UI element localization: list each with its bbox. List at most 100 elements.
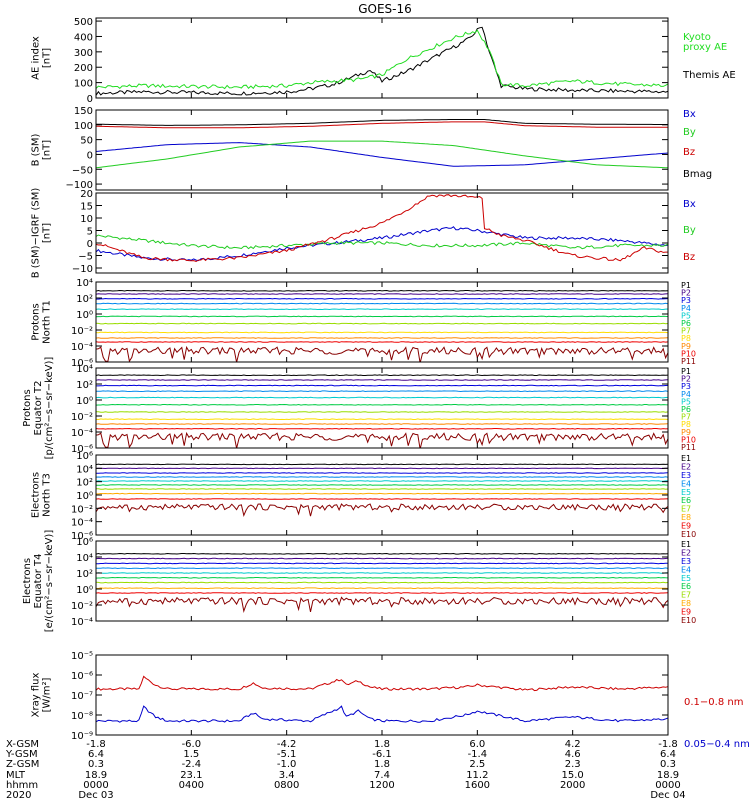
series-by [96, 140, 668, 169]
legend-entry: E5 [681, 488, 691, 497]
legend-entry: P8 [681, 334, 691, 343]
y-axis-label: [nT] [42, 223, 53, 243]
series-p6 [96, 403, 668, 406]
series-p1 [96, 374, 668, 377]
series-e1 [96, 552, 668, 555]
axis-value: 6.4 [660, 749, 676, 760]
axis-value: 11.2 [466, 770, 488, 781]
legend-entry: E4 [681, 565, 691, 574]
series-p5 [96, 396, 668, 399]
series-bmag [96, 119, 668, 126]
y-tick-label: 10⁰ [76, 396, 93, 407]
y-axis-label: Electrons [22, 558, 33, 604]
legend-entry: P1 [681, 367, 691, 376]
legend-entry: E9 [681, 608, 691, 617]
axis-value: 1.8 [374, 759, 390, 770]
y-tick-label: 200 [74, 63, 93, 74]
row-label: X-GSM [6, 739, 39, 750]
series-p3 [96, 297, 668, 300]
y-tick-label: 10⁴ [76, 278, 93, 289]
legend-entry: E2 [681, 462, 691, 471]
legend-entry: P11 [681, 357, 696, 366]
series-p6 [96, 315, 668, 318]
panel-xray: 10⁻⁹ 10⁻⁸ 10⁻⁷ 10⁻⁶ 10⁻⁵ Xray flux [W/m²] 0.1−0… [31, 651, 750, 750]
y-tick-label: 10⁻⁶ [71, 444, 93, 455]
y-tick-label: 10⁻⁶ [71, 358, 93, 369]
series-e5 [96, 572, 668, 574]
y-axis-label: AE index [31, 36, 42, 80]
y-tick-label: 100 [74, 79, 93, 90]
legend-entry: P9 [681, 342, 691, 351]
y-axis-label: Protons [22, 389, 33, 426]
y-tick-label: 0 [87, 94, 93, 105]
axis-value: -6.0 [182, 739, 202, 750]
legend-entry: E8 [681, 513, 691, 522]
series-p11 [96, 431, 668, 448]
y-axis-label: Xray flux [31, 673, 42, 718]
legend-entry: P7 [681, 413, 691, 422]
legend-entry: E2 [681, 548, 691, 557]
legend-entry: P3 [681, 296, 691, 305]
y-axis-label: [W/m²] [42, 677, 53, 712]
axis-value: -4.2 [277, 739, 297, 750]
legend: 0.1−0.8 nm 0.05−0.4 nm [684, 697, 750, 750]
legend-entry: P5 [681, 311, 691, 320]
series-p4 [96, 390, 668, 393]
axis-value: -1.4 [468, 749, 488, 760]
series-e1 [96, 463, 668, 466]
series-e6 [96, 576, 668, 579]
y-tick-label: 10² [76, 569, 93, 580]
legend-entry: P9 [681, 428, 691, 437]
legend-entry: Bmag [683, 169, 712, 180]
series-by [96, 234, 668, 250]
y-tick-label: 500 [74, 17, 93, 28]
legend-entry: P10 [681, 435, 696, 444]
series-themis-ae [96, 26, 668, 96]
series-group [96, 374, 668, 448]
axis-value: 1.5 [183, 749, 199, 760]
axis-value: 1.8 [374, 739, 390, 750]
axis-value: Dec 04 [650, 790, 685, 800]
series-p10 [96, 427, 668, 430]
legend-entry: E3 [681, 471, 691, 480]
y-tick-label: −10 [72, 264, 93, 275]
legend-entry: E6 [681, 582, 691, 591]
legend-entry: P6 [681, 405, 691, 414]
series-e7 [96, 488, 668, 490]
y-tick-label: 400 [74, 32, 93, 43]
panel-elec_n: 10⁻⁶ 10⁻⁴ 10⁻² 10⁰ 10² 10⁴ 10⁶ Electrons North T… [31, 451, 697, 542]
y-axis-label: [nT] [42, 48, 53, 68]
y-tick-label: 10⁴ [76, 464, 93, 475]
legend-entry: P11 [681, 443, 696, 452]
y-tick-label: 10⁴ [76, 364, 93, 375]
axis-value: Dec 03 [78, 790, 113, 800]
axis-value: 6.0 [469, 739, 485, 750]
legend-entry: 0.05−0.4 nm [684, 739, 750, 750]
y-tick-label: −100 [66, 180, 93, 191]
axis-value: 23.1 [180, 770, 202, 781]
legend-entry: E1 [681, 454, 691, 463]
legend-entry: proxy AE [683, 42, 727, 53]
legend-entry: P4 [681, 390, 691, 399]
legend-entry: P5 [681, 397, 691, 406]
series-p5 [96, 308, 668, 311]
series-group [96, 119, 668, 169]
series-p7 [96, 411, 668, 413]
y-tick-label: 10⁴ [76, 553, 93, 564]
panel-prot_eq: 10⁻⁶ 10⁻⁴ 10⁻² 10⁰ 10² 10⁴ Protons Equator T2 [p… [22, 357, 696, 460]
y-tick-label: 10⁻⁹ [71, 731, 93, 742]
row-label: hhmm [6, 780, 38, 791]
y-axis-label: North T3 [42, 473, 53, 517]
legend-entry: P3 [681, 382, 691, 391]
axis-value: -2.4 [182, 759, 202, 770]
panel-frame [95, 454, 669, 536]
series-e9 [96, 498, 668, 500]
y-tick-label: 10⁻² [71, 601, 93, 612]
series-p1 [96, 289, 668, 292]
legend-entry: Themis AE [682, 70, 736, 81]
